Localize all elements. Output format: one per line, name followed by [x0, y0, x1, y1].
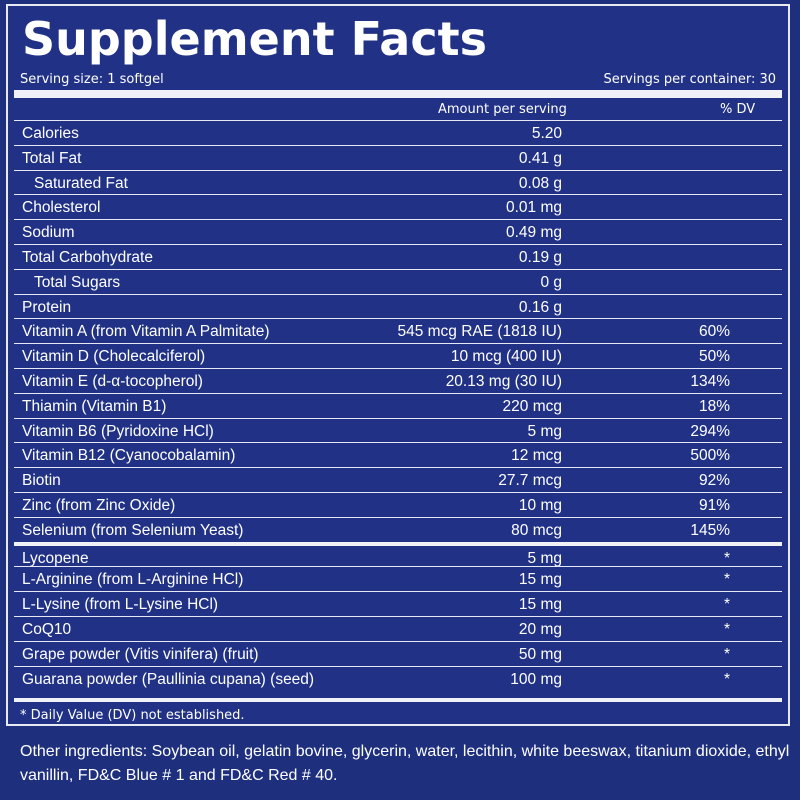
table-bottom-divider	[14, 698, 782, 702]
header-divider	[14, 90, 782, 98]
nutrient-row: Grape powder (Vitis vinifera) (fruit) 50 …	[14, 640, 782, 666]
nutrient-name: Vitamin A (from Vitamin A Palmitate)	[22, 323, 270, 341]
nutrient-name: CoQ10	[22, 620, 72, 638]
nutrient-name: Thiamin (Vitamin B1)	[22, 397, 167, 415]
nutrient-amount: 20.13 mg (30 IU)	[445, 372, 562, 390]
nutrient-name: Vitamin E (d-α-tocopherol)	[22, 372, 203, 390]
nutrient-dv: 91%	[698, 496, 730, 514]
nutrient-name: L-Arginine (from L-Arginine HCl)	[22, 571, 244, 589]
nutrient-row: L-Lysine (from L-Lysine HCl) 15 mg *	[14, 591, 782, 616]
nutrient-amount: 15 mg	[518, 596, 562, 614]
nutrient-row: Selenium (from Selenium Yeast) 80 mcg 145%	[14, 516, 782, 542]
nutrient-amount: 0.41 g	[518, 149, 562, 167]
supplement-facts-panel: Supplement Facts Serving size: 1 softgel…	[6, 4, 790, 726]
dv-footnote: * Daily Value (DV) not established.	[20, 708, 245, 723]
nutrient-amount: 100 mg	[510, 670, 562, 688]
nutrient-name: Biotin	[22, 472, 61, 490]
nutrient-dv: 294%	[690, 422, 730, 440]
nutrient-row: Cholesterol 0.01 mg	[14, 194, 782, 219]
nutrient-name: Cholesterol	[22, 199, 101, 217]
nutrient-dv: *	[723, 620, 730, 638]
nutrient-name: Vitamin B12 (Cyanocobalamin)	[22, 447, 236, 465]
nutrient-amount: 5 mg	[527, 422, 562, 440]
nutrient-amount: 10 mcg (400 IU)	[450, 348, 562, 366]
nutrient-dv: *	[723, 645, 730, 663]
nutrient-row: Biotin 27.7 mcg 92%	[14, 467, 782, 492]
nutrient-amount: 0 g	[540, 273, 562, 291]
nutrient-amount: 0.01 mg	[505, 199, 562, 217]
nutrient-name: Total Fat	[22, 149, 82, 167]
panel-title: Supplement Facts	[22, 12, 487, 66]
nutrient-row: Sodium 0.49 mg	[14, 219, 782, 244]
nutrient-name: Protein	[22, 298, 72, 316]
nutrient-row: Guarana powder (Paullinia cupana) (seed)…	[14, 665, 782, 691]
nutrient-row: Protein 0.16 g	[14, 293, 782, 319]
nutrient-dv: 145%	[690, 521, 730, 539]
nutrient-name: Lycopene	[22, 549, 89, 567]
nutrient-name: Sodium	[22, 224, 75, 242]
other-ingredients: Other ingredients: Soybean oil, gelatin …	[20, 743, 790, 784]
nutrient-name: Vitamin B6 (Pyridoxine HCl)	[22, 422, 214, 440]
nutrient-name: Grape powder (Vitis vinifera) (fruit)	[22, 645, 259, 663]
nutrient-amount: 0.08 g	[518, 174, 562, 192]
nutrient-amount: 220 mcg	[502, 397, 562, 415]
nutrient-name: Vitamin D (Cholecalciferol)	[22, 348, 206, 366]
nutrient-amount: 545 mcg RAE (1818 IU)	[397, 323, 562, 341]
nutrient-table: Calories 5.20 Total Fat 0.41 g Saturated F…	[14, 120, 782, 690]
nutrient-name: Zinc (from Zinc Oxide)	[22, 496, 176, 514]
nutrient-row: L-Arginine (from L-Arginine HCl) 15 mg *	[14, 566, 782, 591]
nutrient-dv: *	[723, 571, 730, 589]
nutrient-name: Guarana powder (Paullinia cupana) (seed)	[22, 670, 315, 688]
nutrient-amount: 5.20	[531, 125, 562, 142]
serving-size: Serving size: 1 softgel	[20, 72, 164, 87]
servings-per-container: Servings per container: 30	[603, 72, 776, 87]
nutrient-dv: *	[723, 670, 730, 688]
nutrient-name: Total Sugars	[34, 273, 121, 291]
nutrient-amount: 50 mg	[518, 645, 562, 663]
nutrient-row: Vitamin E (d-α-tocopherol) 20.13 mg (30 I…	[14, 367, 782, 393]
nutrient-dv: 50%	[698, 348, 730, 366]
nutrient-dv: 500%	[690, 447, 730, 465]
nutrient-amount: 5 mg	[527, 549, 562, 567]
nutrient-row: Total Sugars 0 g	[14, 268, 782, 294]
nutrient-amount: 15 mg	[518, 571, 562, 589]
nutrient-row: Saturated Fat 0.08 g	[14, 169, 782, 195]
nutrient-row: Zinc (from Zinc Oxide) 10 mg 91%	[14, 491, 782, 517]
nutrient-name: Saturated Fat	[34, 174, 128, 192]
nutrient-amount: 10 mg	[518, 496, 562, 514]
nutrient-row: Vitamin B6 (Pyridoxine HCl) 5 mg 294%	[14, 417, 782, 443]
nutrient-row: Vitamin A (from Vitamin A Palmitate) 545 …	[14, 318, 782, 343]
nutrient-amount: 0.19 g	[518, 248, 562, 266]
nutrient-amount: 20 mg	[518, 620, 562, 638]
nutrient-row: Thiamin (Vitamin B1) 220 mcg 18%	[14, 392, 782, 418]
nutrient-amount: 12 mcg	[511, 447, 562, 465]
nutrient-name: Selenium (from Selenium Yeast)	[22, 521, 244, 539]
nutrient-row: Lycopene 5 mg *	[14, 541, 782, 567]
nutrient-name: Total Carbohydrate	[22, 248, 153, 266]
amount-column-header: Amount per serving	[438, 102, 567, 117]
nutrient-amount: 80 mcg	[511, 521, 562, 539]
nutrient-name: L-Lysine (from L-Lysine HCl)	[22, 596, 219, 614]
nutrient-amount: 27.7 mcg	[498, 472, 562, 490]
nutrient-row: Vitamin D (Cholecalciferol) 10 mcg (400 I…	[14, 343, 782, 368]
nutrient-row: CoQ10 20 mg *	[14, 615, 782, 641]
nutrient-name: Calories	[22, 125, 79, 142]
nutrient-row: Vitamin B12 (Cyanocobalamin) 12 mcg 500%	[14, 442, 782, 467]
nutrient-dv: 92%	[698, 472, 730, 490]
nutrient-dv: 60%	[698, 323, 730, 341]
nutrient-row: Calories 5.20	[14, 120, 782, 145]
nutrient-dv: 18%	[698, 397, 730, 415]
nutrient-dv: *	[723, 549, 730, 567]
nutrient-amount: 0.16 g	[518, 298, 562, 316]
dv-column-header: % DV	[720, 102, 756, 117]
nutrient-row: Total Fat 0.41 g	[14, 144, 782, 170]
nutrient-row: Total Carbohydrate 0.19 g	[14, 243, 782, 269]
nutrient-dv: 134%	[690, 372, 730, 390]
nutrient-amount: 0.49 mg	[505, 224, 562, 242]
nutrient-dv: *	[723, 596, 730, 614]
